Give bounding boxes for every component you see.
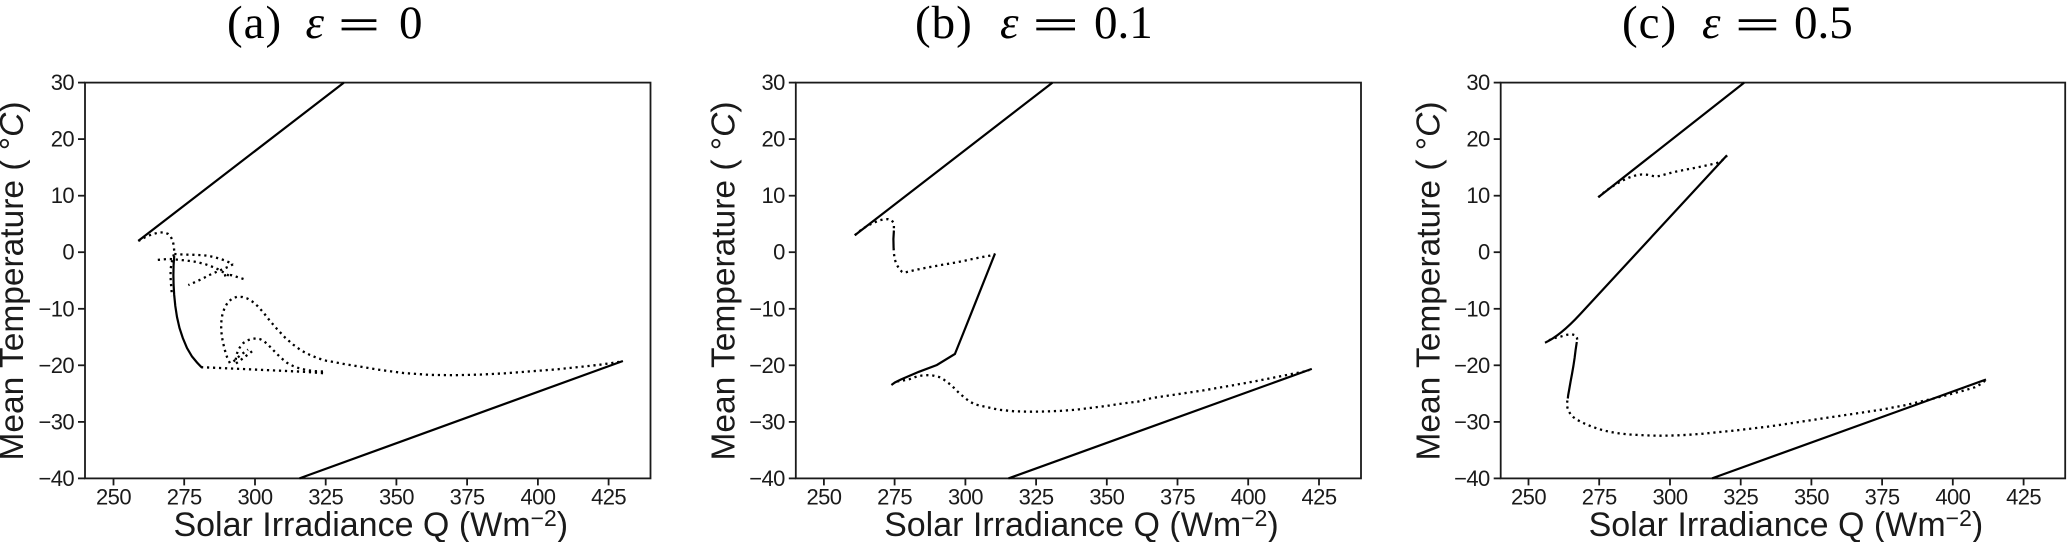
svg-text:275: 275 — [1582, 485, 1617, 510]
svg-text:(c): (c) — [1622, 0, 1677, 49]
svg-text:300: 300 — [1653, 485, 1688, 510]
svg-text:375: 375 — [1160, 485, 1195, 510]
svg-text:375: 375 — [450, 485, 485, 510]
svg-text:Mean Temperature ( °C): Mean Temperature ( °C) — [0, 101, 31, 460]
svg-text:−20: −20 — [38, 353, 74, 378]
svg-text:−40: −40 — [749, 466, 785, 491]
svg-text:375: 375 — [1865, 485, 1900, 510]
svg-text:10: 10 — [762, 183, 786, 208]
svg-text:350: 350 — [1089, 485, 1124, 510]
svg-text:275: 275 — [167, 485, 202, 510]
svg-text:Solar Irradiance Q (Wm−2): Solar Irradiance Q (Wm−2) — [884, 505, 1279, 542]
svg-text:20: 20 — [1466, 127, 1490, 152]
svg-text:0: 0 — [399, 0, 423, 49]
svg-text:ε: ε — [1000, 0, 1019, 49]
svg-text:−10: −10 — [749, 296, 785, 321]
svg-text:−10: −10 — [1454, 296, 1490, 321]
svg-text:−20: −20 — [749, 353, 785, 378]
svg-text:ε: ε — [1702, 0, 1721, 49]
svg-text:350: 350 — [1794, 485, 1829, 510]
svg-text:0: 0 — [62, 240, 74, 265]
svg-text:300: 300 — [238, 485, 273, 510]
svg-text:20: 20 — [762, 127, 786, 152]
svg-text:425: 425 — [1302, 485, 1337, 510]
svg-text:275: 275 — [877, 485, 912, 510]
svg-text:0: 0 — [1478, 240, 1490, 265]
svg-text:30: 30 — [1466, 70, 1490, 95]
svg-text:325: 325 — [1723, 485, 1758, 510]
svg-text:−30: −30 — [749, 409, 785, 434]
svg-text:−30: −30 — [1454, 409, 1490, 434]
svg-text:ε: ε — [306, 0, 325, 49]
svg-text:0.5: 0.5 — [1794, 0, 1853, 49]
svg-text:400: 400 — [520, 485, 555, 510]
svg-text:Mean Temperature ( °C): Mean Temperature ( °C) — [706, 101, 743, 460]
svg-text:−40: −40 — [38, 466, 74, 491]
svg-text:425: 425 — [2006, 485, 2041, 510]
svg-text:325: 325 — [308, 485, 343, 510]
svg-text:20: 20 — [51, 127, 75, 152]
svg-text:350: 350 — [379, 485, 414, 510]
svg-text:250: 250 — [1511, 485, 1546, 510]
svg-text:Solar Irradiance Q (Wm−2): Solar Irradiance Q (Wm−2) — [173, 505, 568, 542]
svg-text:425: 425 — [591, 485, 626, 510]
svg-text:−20: −20 — [1454, 353, 1490, 378]
svg-text:325: 325 — [1019, 485, 1054, 510]
svg-text:−10: −10 — [38, 296, 74, 321]
svg-text:−40: −40 — [1454, 466, 1490, 491]
svg-text:(b): (b) — [915, 0, 973, 49]
svg-text:0: 0 — [773, 240, 785, 265]
svg-text:0.1: 0.1 — [1094, 0, 1153, 49]
svg-text:250: 250 — [96, 485, 131, 510]
svg-text:30: 30 — [51, 70, 75, 95]
svg-text:400: 400 — [1935, 485, 1970, 510]
svg-text:−30: −30 — [38, 409, 74, 434]
svg-text:10: 10 — [1466, 183, 1490, 208]
svg-text:300: 300 — [948, 485, 983, 510]
svg-text:(a): (a) — [227, 0, 282, 49]
svg-text:400: 400 — [1231, 485, 1266, 510]
svg-text:10: 10 — [51, 183, 75, 208]
svg-text:Solar Irradiance Q (Wm−2): Solar Irradiance Q (Wm−2) — [1589, 505, 1984, 542]
svg-text:250: 250 — [806, 485, 841, 510]
svg-text:Mean Temperature ( °C): Mean Temperature ( °C) — [1411, 101, 1448, 460]
svg-text:30: 30 — [762, 70, 786, 95]
